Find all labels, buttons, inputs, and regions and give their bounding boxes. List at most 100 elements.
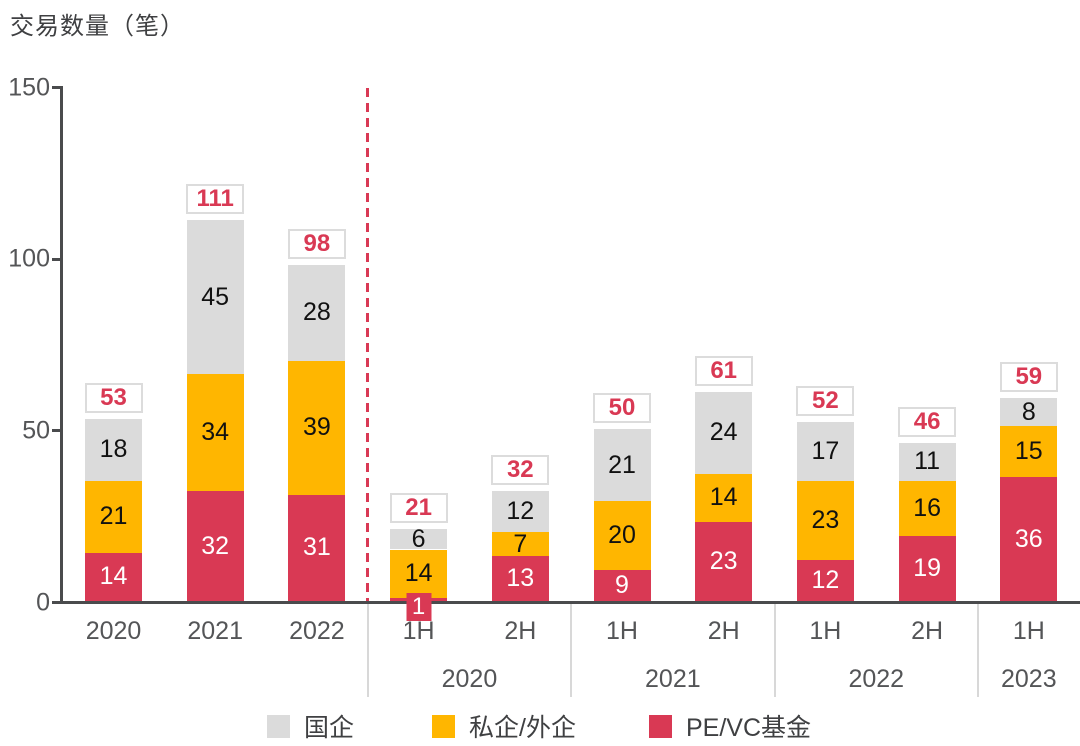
bar-segment-PE/VC基金: 14	[85, 552, 142, 601]
y-tick-mark	[52, 86, 61, 89]
segment-value-label: 45	[201, 282, 230, 311]
segment-value-label: 21	[608, 450, 636, 479]
legend-item-私企/外企: 私企/外企	[432, 708, 576, 744]
segment-value-label: 6	[411, 524, 426, 553]
group-separator	[773, 604, 776, 697]
total-badge: 59	[999, 362, 1058, 393]
bar-segment-PE/VC基金: 31	[288, 494, 346, 601]
bar-segment-PE/VC基金: 12	[796, 559, 854, 601]
bar-segment-私企/外企: 34	[186, 374, 244, 492]
bar-label: 2022	[289, 617, 345, 645]
y-axis	[60, 86, 63, 604]
y-tick-mark	[52, 429, 61, 433]
bar-label: 2H	[504, 617, 537, 645]
group-separator	[976, 604, 979, 697]
legend-item-国企: 国企	[267, 708, 354, 744]
group-label-2023: 2023	[1000, 665, 1057, 693]
segment-value-label: 12	[506, 497, 535, 526]
segment-value-label: 9	[615, 571, 629, 600]
bar-segment-国企: 18	[85, 419, 142, 481]
segment-value-label: 15	[1014, 437, 1043, 466]
tiny-value-callout: 1	[406, 593, 432, 621]
bar-label: 2H	[707, 617, 740, 645]
segment-value-label: 32	[201, 531, 230, 560]
segment-value-label: 14	[709, 483, 738, 512]
bar-segment-私企/外企: 16	[898, 480, 956, 536]
legend-swatch	[267, 714, 290, 738]
bar-segment-私企/外企: 7	[491, 529, 549, 558]
y-tick-label: 50	[22, 416, 50, 445]
bar-label: 2020	[85, 617, 142, 645]
segment-value-label: 23	[811, 505, 840, 534]
total-badge: 98	[287, 228, 346, 259]
segment-value-label: 7	[513, 529, 528, 558]
segment-value-label: 13	[506, 564, 535, 593]
bar-segment-国企: 11	[898, 443, 956, 481]
bar-segment-国企: 6	[390, 524, 448, 553]
segment-value-label: 28	[302, 298, 331, 327]
segment-value-label: 8	[1021, 397, 1036, 426]
y-tick-label: 100	[8, 244, 50, 273]
total-badge: 50	[593, 393, 651, 424]
segment-value-label: 11	[914, 447, 941, 476]
legend-label: 国企	[304, 714, 355, 742]
bar-segment-PE/VC基金: 23	[695, 522, 753, 601]
group-label-2020: 2020	[441, 665, 498, 693]
group-label-2021: 2021	[645, 665, 701, 693]
segment-value-label: 24	[709, 418, 738, 447]
segment-value-label: 39	[302, 413, 331, 442]
legend-label: PE/VC基金	[686, 714, 812, 742]
bar-segment-PE/VC基金: 13	[491, 556, 549, 601]
period-divider-line	[366, 88, 370, 601]
bar-segment-PE/VC基金: 9	[593, 570, 651, 601]
bar-segment-国企: 8	[1000, 397, 1058, 426]
bar-label: 1H	[606, 617, 638, 645]
segment-value-label: 23	[709, 547, 738, 575]
bar-label: 2021	[187, 617, 243, 645]
total-badge: 61	[694, 355, 753, 386]
legend-label: 私企/外企	[469, 714, 576, 742]
bar-segment-PE/VC基金: 36	[1000, 477, 1058, 601]
y-tick-mark	[52, 257, 61, 261]
total-badge: 111	[186, 183, 245, 214]
y-tick-mark	[52, 601, 61, 604]
legend-item-PE/VC基金: PE/VC基金	[649, 708, 811, 744]
segment-value-label: 16	[913, 493, 941, 522]
segment-value-label: 31	[302, 533, 331, 562]
total-badge: 46	[898, 407, 957, 438]
chart-title: 交易数量（笔）	[10, 13, 185, 40]
bar-segment-国企: 45	[186, 219, 244, 375]
y-tick-label: 150	[8, 73, 50, 101]
group-label-2022: 2022	[848, 665, 905, 693]
bar-segment-私企/外企: 15	[1000, 425, 1058, 478]
legend-swatch	[432, 714, 455, 738]
segment-value-label: 34	[201, 418, 230, 447]
bar-segment-PE/VC基金: 32	[186, 491, 244, 601]
bar-label: 1H	[402, 617, 435, 645]
bar-label: 1H	[809, 617, 842, 645]
bar-segment-私企/外企: 14	[695, 473, 753, 523]
x-axis	[60, 601, 1080, 604]
bar-segment-私企/外企: 14	[390, 549, 448, 598]
bar-label: 1H	[1012, 617, 1045, 645]
total-badge: 53	[84, 383, 143, 414]
segment-value-label: 20	[608, 521, 636, 550]
bar-segment-国企: 28	[288, 264, 346, 361]
y-tick-label: 0	[36, 588, 50, 616]
group-separator	[570, 604, 573, 697]
bar-segment-国企: 12	[491, 491, 549, 533]
segment-value-label: 36	[1014, 524, 1043, 553]
segment-value-label: 12	[811, 565, 840, 594]
bar-segment-私企/外企: 23	[796, 480, 854, 560]
segment-value-label: 14	[404, 559, 433, 588]
bar-segment-国企: 24	[695, 391, 753, 474]
bar-label: 2H	[911, 617, 944, 645]
bar-segment-私企/外企: 21	[85, 480, 142, 553]
legend-swatch	[649, 714, 672, 738]
total-badge: 32	[491, 455, 550, 486]
segment-value-label: 19	[913, 553, 941, 582]
segment-value-label: 14	[99, 562, 128, 591]
bar-segment-私企/外企: 20	[593, 501, 651, 571]
segment-value-label: 18	[99, 435, 128, 464]
